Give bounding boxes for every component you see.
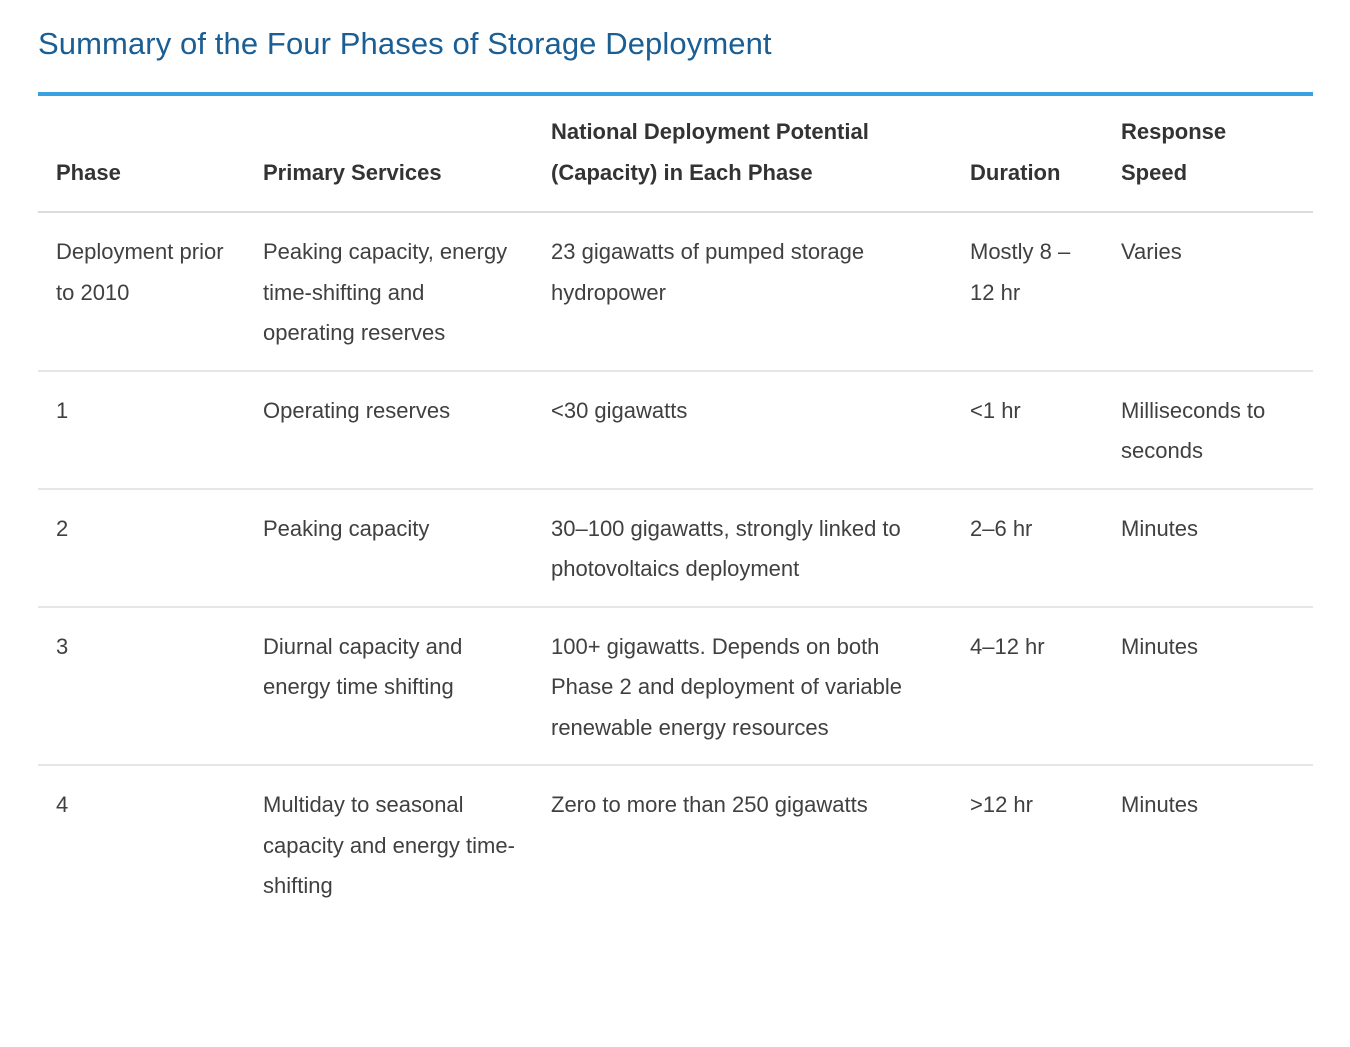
cell-response-speed: Minutes	[1103, 488, 1313, 608]
cell-phase: 1	[38, 370, 245, 490]
header-row: Phase Primary Services National Deployme…	[38, 96, 1313, 213]
cell-primary-services: Peaking capacity	[245, 488, 533, 608]
title-divider	[38, 92, 1313, 96]
table-body: Deployment prior to 2010 Peaking capacit…	[38, 212, 1313, 923]
cell-primary-services: Peaking capacity, energy time-shifting a…	[245, 212, 533, 372]
page-title: Summary of the Four Phases of Storage De…	[38, 26, 772, 61]
header-duration: Duration	[952, 96, 1103, 213]
cell-deployment-potential: 23 gigawatts of pumped storage hydropowe…	[533, 212, 952, 372]
cell-duration: 2–6 hr	[952, 488, 1103, 608]
cell-phase: 4	[56, 792, 69, 817]
table-row: Deployment prior to 2010 Peaking capacit…	[38, 212, 1313, 372]
cell-deployment-potential: Zero to more than 250 gigawatts	[551, 792, 868, 817]
deployment-phases-table: Phase Primary Services National Deployme…	[38, 96, 1313, 923]
cell-deployment-potential: 30–100 gigawatts, strongly linked to pho…	[533, 488, 952, 608]
cell-primary-services: Operating reserves	[245, 370, 533, 490]
table-header: Phase Primary Services National Deployme…	[38, 96, 1313, 213]
page: Summary of the Four Phases of Storage De…	[38, 22, 1313, 923]
table-row: 1 Operating reserves <30 gigawatts <1 hr…	[38, 370, 1313, 490]
table-row: 4 Multiday to seasonal capacity and ener…	[38, 765, 1313, 923]
cell-duration: 4–12 hr	[952, 606, 1103, 766]
cell-phase: 2	[38, 488, 245, 608]
cell-phase: 3	[38, 606, 245, 766]
header-deployment-potential: National Deployment Potential (Capacity)…	[533, 96, 952, 213]
cell-duration: >12 hr	[970, 792, 1033, 817]
cell-phase: Deployment prior to 2010	[38, 212, 245, 372]
cell-primary-services: Multiday to seasonal capacity and energy…	[263, 792, 515, 898]
cell-duration: <1 hr	[952, 370, 1103, 490]
header-response-speed: Response Speed	[1103, 96, 1313, 213]
cell-duration: Mostly 8 –12 hr	[952, 212, 1103, 372]
table-row: 2 Peaking capacity 30–100 gigawatts, str…	[38, 488, 1313, 608]
header-primary-services: Primary Services	[245, 96, 533, 213]
cell-response-speed: Minutes	[1103, 606, 1313, 766]
cell-deployment-potential: 100+ gigawatts. Depends on both Phase 2 …	[533, 606, 952, 766]
cell-deployment-potential: <30 gigawatts	[533, 370, 952, 490]
header-phase: Phase	[38, 96, 245, 213]
cell-response-speed: Minutes	[1121, 792, 1199, 817]
table-row: 3 Diurnal capacity and energy time shift…	[38, 606, 1313, 766]
cell-response-speed: Varies	[1103, 212, 1313, 372]
cell-primary-services: Diurnal capacity and energy time shiftin…	[245, 606, 533, 766]
cell-response-speed: Milliseconds to seconds	[1103, 370, 1313, 490]
